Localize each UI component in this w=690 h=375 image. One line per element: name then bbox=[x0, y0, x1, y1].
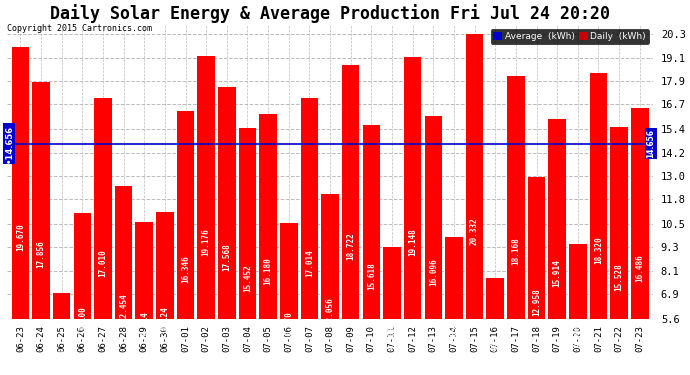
Text: 12.958: 12.958 bbox=[532, 288, 541, 316]
Text: Copyright 2015 Cartronics.com: Copyright 2015 Cartronics.com bbox=[7, 24, 152, 33]
Bar bbox=[611, 127, 628, 375]
Text: 17.856: 17.856 bbox=[37, 241, 46, 268]
Text: 15.914: 15.914 bbox=[553, 260, 562, 287]
Bar bbox=[445, 237, 463, 375]
Text: 12.056: 12.056 bbox=[326, 297, 335, 325]
Bar bbox=[322, 194, 339, 375]
Bar bbox=[528, 177, 545, 375]
Bar bbox=[342, 65, 359, 375]
Text: 11.100: 11.100 bbox=[78, 306, 87, 334]
Bar bbox=[383, 247, 401, 375]
Bar bbox=[301, 98, 318, 375]
Bar bbox=[197, 56, 215, 375]
Text: 16.346: 16.346 bbox=[181, 255, 190, 283]
Text: •14.656: •14.656 bbox=[5, 124, 14, 163]
Bar bbox=[259, 114, 277, 375]
Text: 20.332: 20.332 bbox=[470, 217, 479, 244]
Bar bbox=[486, 278, 504, 375]
Bar bbox=[135, 222, 153, 375]
Text: 7.740: 7.740 bbox=[491, 341, 500, 364]
Bar bbox=[218, 87, 235, 375]
Bar bbox=[404, 57, 422, 375]
Bar bbox=[569, 244, 586, 375]
Text: 16.486: 16.486 bbox=[635, 254, 644, 282]
Bar bbox=[362, 125, 380, 375]
Text: 6.968: 6.968 bbox=[57, 348, 66, 372]
Bar bbox=[424, 116, 442, 375]
Bar bbox=[280, 223, 297, 375]
Text: 18.320: 18.320 bbox=[594, 236, 603, 264]
Text: 16.096: 16.096 bbox=[428, 258, 438, 285]
Bar bbox=[156, 212, 174, 375]
Bar bbox=[549, 119, 566, 375]
Bar bbox=[115, 186, 132, 375]
Text: 11.124: 11.124 bbox=[160, 306, 170, 334]
Bar bbox=[507, 76, 524, 375]
Text: 19.176: 19.176 bbox=[201, 228, 210, 256]
Bar bbox=[95, 98, 112, 375]
Text: 17.568: 17.568 bbox=[222, 243, 231, 271]
Bar bbox=[239, 128, 256, 375]
Text: 16.180: 16.180 bbox=[264, 257, 273, 285]
Text: 14.656: 14.656 bbox=[647, 129, 656, 158]
Text: 18.168: 18.168 bbox=[511, 238, 520, 266]
Text: 17.010: 17.010 bbox=[99, 249, 108, 277]
Text: 15.528: 15.528 bbox=[615, 263, 624, 291]
Text: 10.614: 10.614 bbox=[140, 311, 149, 339]
Text: 19.148: 19.148 bbox=[408, 228, 417, 256]
Bar bbox=[32, 82, 50, 375]
Title: Daily Solar Energy & Average Production Fri Jul 24 20:20: Daily Solar Energy & Average Production … bbox=[50, 4, 610, 23]
Bar bbox=[177, 111, 195, 375]
Text: 15.618: 15.618 bbox=[367, 262, 376, 290]
Text: 18.722: 18.722 bbox=[346, 232, 355, 260]
Text: 15.452: 15.452 bbox=[243, 264, 252, 292]
Text: 17.014: 17.014 bbox=[305, 249, 314, 277]
Text: 9.496: 9.496 bbox=[573, 324, 582, 347]
Bar bbox=[12, 46, 29, 375]
Text: 9.308: 9.308 bbox=[388, 326, 397, 349]
Bar bbox=[466, 34, 484, 375]
Bar bbox=[74, 213, 91, 375]
Bar bbox=[590, 73, 607, 375]
Bar bbox=[53, 292, 70, 375]
Text: 10.570: 10.570 bbox=[284, 311, 293, 339]
Bar bbox=[631, 108, 649, 375]
Legend: Average  (kWh), Daily  (kWh): Average (kWh), Daily (kWh) bbox=[491, 29, 649, 44]
Text: 12.454: 12.454 bbox=[119, 293, 128, 321]
Text: 19.670: 19.670 bbox=[16, 223, 25, 251]
Text: 9.852: 9.852 bbox=[449, 321, 458, 344]
